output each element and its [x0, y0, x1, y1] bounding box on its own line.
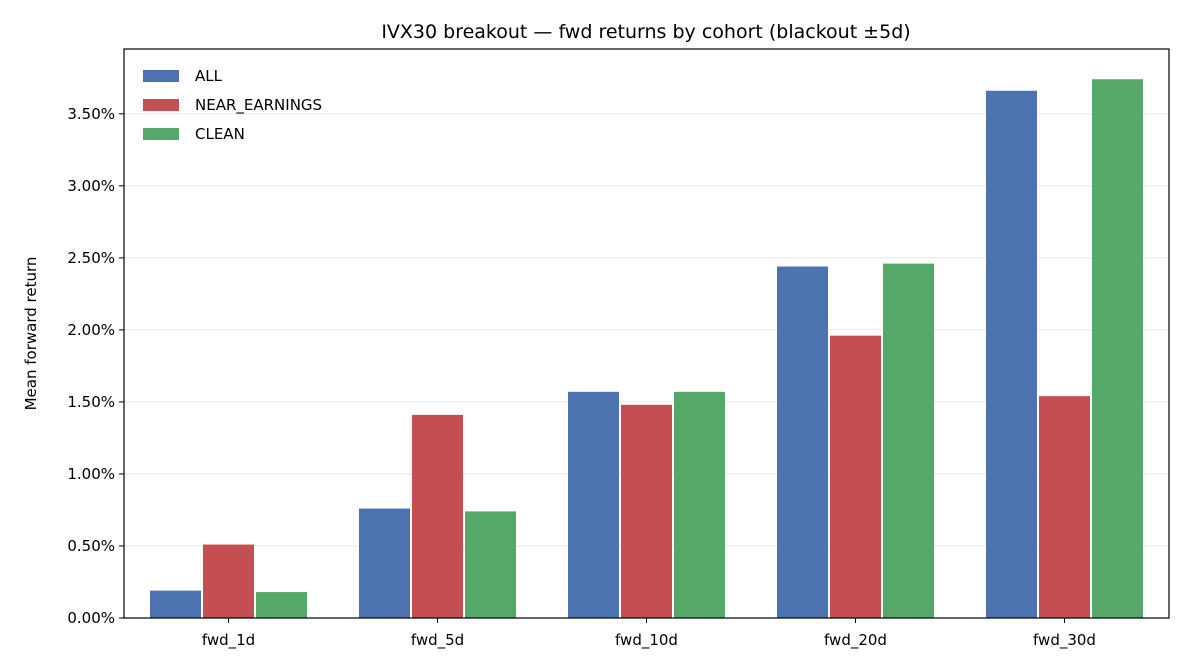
x-tick-label: fwd_30d [1033, 631, 1096, 650]
y-axis: 0.00% 0.50% 1.00% 1.50% 2.00% 2.50% 3.00% 3.50% [67, 105, 124, 627]
bar-groups [150, 79, 1143, 619]
y-tick-label: 0.50% [67, 537, 115, 555]
y-tick-label: 0.00% [67, 609, 115, 627]
legend-label: NEAR_EARNINGS [195, 96, 322, 115]
bar-group-fwd_10d [568, 391, 725, 618]
bar-clean-fwd-30d [1092, 79, 1143, 619]
bar-all-fwd-10d [568, 391, 619, 618]
legend-swatch [143, 70, 179, 82]
y-tick-label: 2.50% [67, 249, 115, 267]
legend-item-clean: CLEAN [143, 125, 245, 143]
legend-item-all: ALL [143, 67, 223, 85]
y-tick-label: 3.00% [67, 177, 115, 195]
bar-all-fwd-20d [777, 266, 828, 618]
legend-swatch [143, 99, 179, 111]
x-axis: fwd_1d fwd_5d fwd_10d fwd_20d fwd_30d [202, 618, 1096, 650]
y-axis-label: Mean forward return [22, 257, 40, 411]
y-tick-label: 1.50% [67, 393, 115, 411]
bar-all-fwd-30d [986, 90, 1037, 619]
bar-near-earnings-fwd-20d [830, 335, 881, 618]
bar-all-fwd-5d [359, 508, 410, 618]
bar-all-fwd-1d [150, 590, 201, 618]
chart-title: IVX30 breakout — fwd returns by cohort (… [381, 21, 910, 43]
bar-clean-fwd-20d [883, 263, 934, 618]
bar-clean-fwd-1d [256, 592, 307, 618]
x-tick-label: fwd_5d [411, 631, 464, 650]
legend-label: ALL [195, 67, 223, 85]
bar-near-earnings-fwd-10d [621, 404, 672, 618]
legend-label: CLEAN [195, 125, 245, 143]
y-tick-label: 3.50% [67, 105, 115, 123]
bar-group-fwd_20d [777, 263, 934, 618]
bar-group-fwd_1d [150, 544, 307, 618]
bar-group-fwd_5d [359, 414, 516, 618]
y-tick-label: 2.00% [67, 321, 115, 339]
bar-clean-fwd-5d [465, 511, 516, 618]
y-tick-label: 1.00% [67, 465, 115, 483]
legend-swatch [143, 128, 179, 140]
bar-near-earnings-fwd-1d [203, 544, 254, 618]
legend: ALL NEAR_EARNINGS CLEAN [143, 67, 322, 143]
grid-lines [124, 113, 1169, 547]
x-tick-label: fwd_10d [615, 631, 678, 650]
legend-item-near-earnings: NEAR_EARNINGS [143, 96, 322, 115]
bar-group-fwd_30d [986, 79, 1143, 619]
bar-clean-fwd-10d [674, 391, 725, 618]
x-tick-label: fwd_20d [824, 631, 887, 650]
bar-near-earnings-fwd-30d [1039, 396, 1090, 618]
x-tick-label: fwd_1d [202, 631, 255, 650]
bar-near-earnings-fwd-5d [412, 414, 463, 618]
